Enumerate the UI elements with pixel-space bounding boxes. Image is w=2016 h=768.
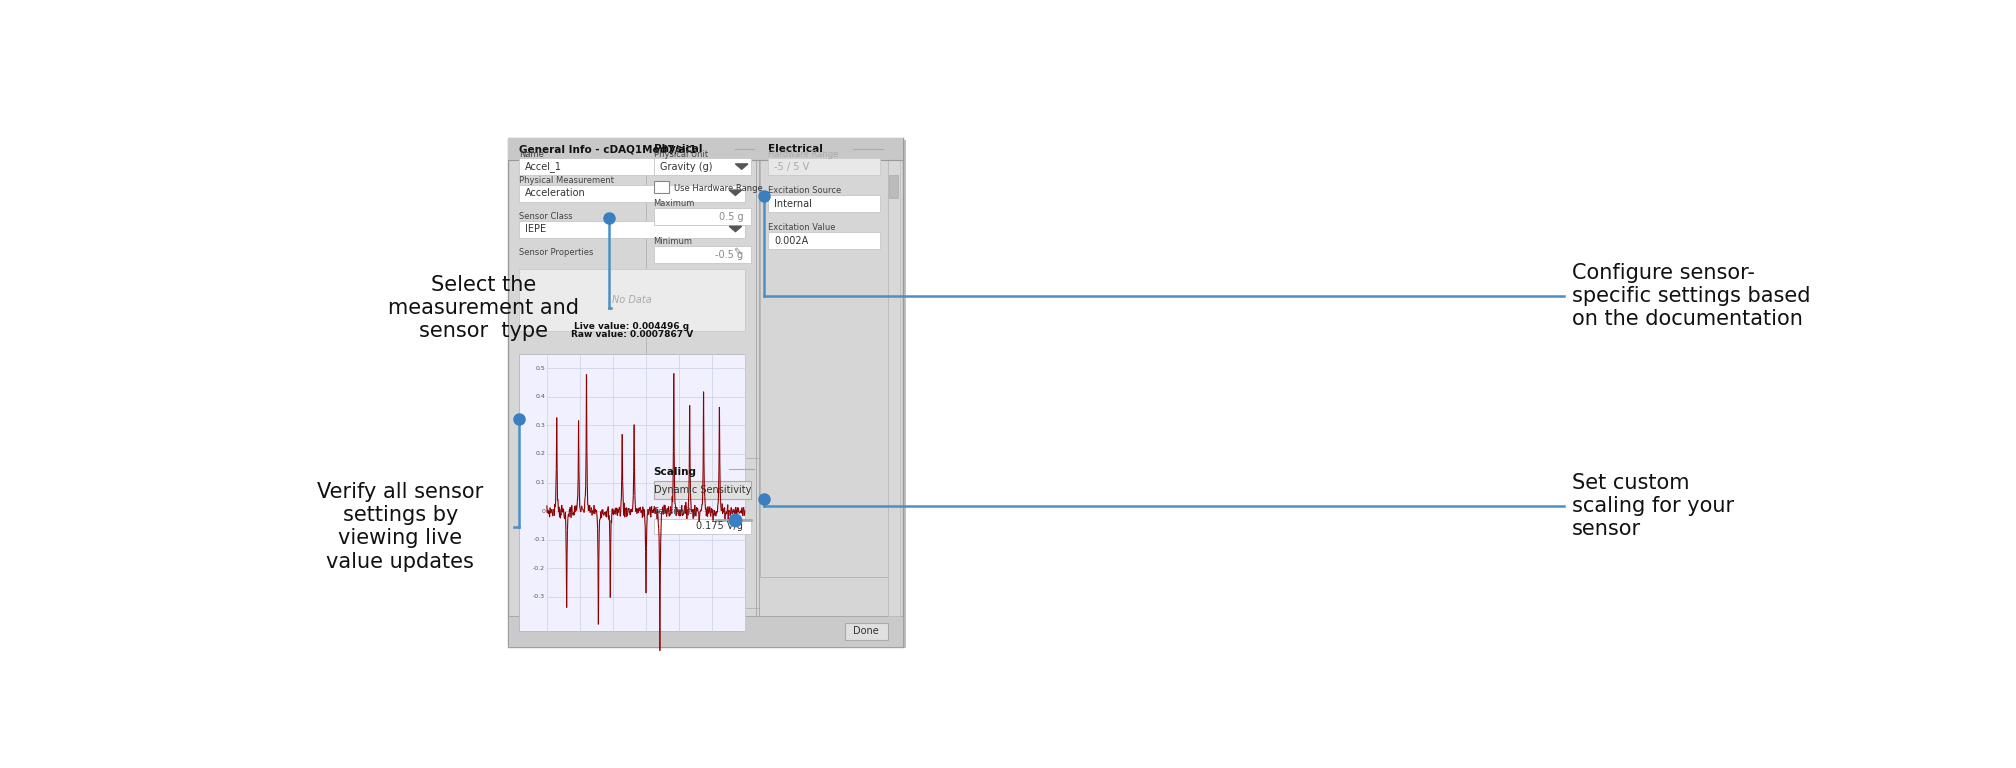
Bar — [653, 181, 669, 193]
Text: 0.002A: 0.002A — [774, 236, 808, 246]
Text: Sensitivity: Sensitivity — [653, 507, 698, 515]
Text: Name: Name — [518, 151, 544, 159]
Text: IEPE: IEPE — [524, 224, 546, 234]
Text: Dynamic Sensitivity: Dynamic Sensitivity — [653, 485, 752, 495]
Bar — [653, 247, 752, 263]
Text: 0.4: 0.4 — [536, 394, 544, 399]
Text: -5 / 5 V: -5 / 5 V — [774, 162, 810, 172]
Bar — [518, 270, 744, 331]
Text: Select the
measurement and
sensor  type: Select the measurement and sensor type — [387, 275, 579, 341]
Text: 0.2: 0.2 — [536, 452, 544, 456]
Text: ✎: ✎ — [734, 247, 742, 257]
Text: Acceleration: Acceleration — [524, 188, 587, 198]
Text: -0.1: -0.1 — [534, 537, 544, 542]
Text: Excitation Source: Excitation Source — [768, 187, 841, 195]
Bar — [508, 138, 903, 647]
Bar — [760, 141, 887, 578]
Text: -0.2: -0.2 — [532, 566, 544, 571]
Bar — [653, 158, 752, 175]
Text: Hardware Range: Hardware Range — [768, 151, 839, 159]
Bar — [653, 481, 752, 499]
Text: Set custom
scaling for your
sensor: Set custom scaling for your sensor — [1572, 473, 1734, 539]
Bar — [653, 518, 752, 534]
Bar — [768, 232, 879, 250]
Bar — [889, 175, 897, 198]
Text: Use Hardware Range: Use Hardware Range — [673, 184, 762, 194]
Text: Internal: Internal — [774, 199, 812, 209]
Bar — [653, 208, 752, 225]
Bar — [518, 184, 744, 201]
Text: 0.175 V/g: 0.175 V/g — [696, 521, 744, 531]
Text: Physical Measurement: Physical Measurement — [518, 176, 613, 184]
Bar — [518, 158, 744, 175]
Text: Minimum: Minimum — [653, 237, 694, 247]
Text: No Data: No Data — [613, 295, 651, 305]
Polygon shape — [730, 227, 742, 232]
Bar — [508, 616, 903, 647]
Text: Raw value: 0.0007867 V: Raw value: 0.0007867 V — [571, 330, 694, 339]
Text: Gravity (g): Gravity (g) — [659, 162, 712, 172]
Text: 0: 0 — [542, 508, 544, 514]
Text: Physical: Physical — [653, 144, 702, 154]
Text: Verify all sensor
settings by
viewing live
value updates: Verify all sensor settings by viewing li… — [317, 482, 484, 571]
Bar — [768, 158, 879, 175]
Bar — [768, 195, 879, 212]
Text: Accel_1: Accel_1 — [524, 161, 562, 172]
Text: -0.5 g: -0.5 g — [716, 250, 744, 260]
Text: 0.5: 0.5 — [536, 366, 544, 371]
Bar — [887, 160, 899, 616]
Text: -0.3: -0.3 — [532, 594, 544, 599]
Text: Electrical: Electrical — [768, 144, 823, 154]
Text: Scaling: Scaling — [653, 467, 696, 477]
Text: Physical Unit: Physical Unit — [653, 151, 708, 159]
Text: Done: Done — [853, 626, 879, 636]
Text: 0.1: 0.1 — [536, 480, 544, 485]
Bar — [645, 458, 758, 608]
Text: 0.3: 0.3 — [536, 423, 544, 428]
Bar — [518, 354, 744, 631]
Bar — [645, 141, 758, 578]
Text: Live value: 0.004496 g: Live value: 0.004496 g — [575, 323, 689, 332]
Text: Excitation Value: Excitation Value — [768, 223, 837, 232]
Text: General Info - cDAQ1Mod7/ai1: General Info - cDAQ1Mod7/ai1 — [518, 144, 696, 154]
Text: Maximum: Maximum — [653, 200, 696, 208]
Bar — [518, 220, 744, 237]
Bar — [845, 623, 887, 640]
Text: 0.5 g: 0.5 g — [718, 212, 744, 222]
Polygon shape — [730, 190, 742, 195]
Polygon shape — [736, 164, 748, 169]
Text: Sensor Class: Sensor Class — [518, 212, 573, 220]
Bar — [508, 138, 903, 160]
Text: Configure sensor-
specific settings based
on the documentation: Configure sensor- specific settings base… — [1572, 263, 1810, 329]
Bar — [510, 140, 905, 648]
Text: Sensor Properties: Sensor Properties — [518, 248, 593, 257]
